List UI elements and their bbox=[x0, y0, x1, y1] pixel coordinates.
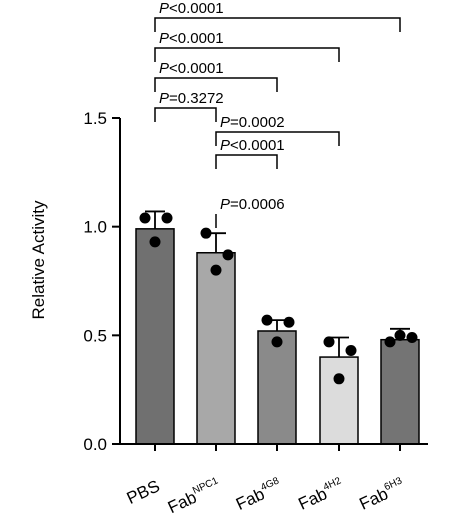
bar bbox=[196, 251, 236, 445]
y-tick-label: 1.5 bbox=[83, 109, 107, 128]
data-point bbox=[283, 316, 295, 328]
x-tick-label-text: Fab6H3 bbox=[356, 475, 408, 513]
bar bbox=[380, 338, 420, 445]
data-point bbox=[406, 332, 418, 344]
significance-bracket bbox=[215, 131, 340, 146]
bar bbox=[257, 330, 297, 445]
x-tick-label: Fab4G8 bbox=[233, 475, 286, 514]
data-point bbox=[333, 373, 345, 385]
data-point bbox=[271, 336, 283, 348]
x-tick-label-text: Fab4H2 bbox=[295, 475, 347, 513]
bar bbox=[319, 356, 359, 445]
x-tick-label: FabNPC1 bbox=[164, 475, 224, 517]
x-tick-label: Fab6H3 bbox=[356, 475, 408, 513]
significance-brackets: P=0.3272 P<0.0001 P<0.0001 P<0.0001 P=0.0006… bbox=[154, 0, 401, 228]
p-value-label: P<0.0001 bbox=[159, 60, 224, 77]
data-point bbox=[200, 227, 212, 239]
p-value-label: P<0.0001 bbox=[159, 0, 224, 17]
data-point bbox=[384, 336, 396, 348]
significance-bracket bbox=[154, 17, 401, 32]
x-tick-labels: PBS FabNPC1 Fab4G8 Fab4H2 Fab6H3 bbox=[124, 475, 408, 517]
data-point bbox=[222, 249, 234, 261]
significance-bracket bbox=[154, 77, 278, 92]
y-axis-title: Relative Activity bbox=[29, 200, 48, 320]
p-value-label: P<0.0001 bbox=[220, 137, 285, 154]
y-tick-label: 1.0 bbox=[83, 218, 107, 237]
data-point bbox=[323, 336, 335, 348]
x-tick-label-text: Fab4G8 bbox=[233, 475, 286, 514]
x-tick-label: Fab4H2 bbox=[295, 475, 347, 513]
significance-bracket bbox=[154, 47, 340, 62]
bars bbox=[135, 210, 420, 445]
y-tick-label: 0.5 bbox=[83, 326, 107, 345]
p-value-label: P=0.0002 bbox=[220, 114, 285, 131]
x-tick-label-text: PBS bbox=[124, 476, 163, 508]
axes: 0.0 0.5 1.0 1.5 bbox=[83, 109, 428, 454]
significance-bracket bbox=[154, 107, 217, 122]
p-value-label: P<0.0001 bbox=[159, 30, 224, 47]
data-point bbox=[161, 212, 173, 224]
bar bbox=[135, 228, 175, 445]
x-tick-label-text: FabNPC1 bbox=[164, 475, 224, 517]
p-value-label: P=0.3272 bbox=[159, 90, 224, 107]
data-point bbox=[139, 212, 151, 224]
x-tick-label: PBS bbox=[124, 476, 163, 508]
data-point bbox=[394, 329, 406, 341]
data-point bbox=[210, 264, 222, 276]
y-tick-label: 0.0 bbox=[83, 435, 107, 454]
data-point bbox=[261, 314, 273, 326]
p-value-label: P=0.0006 bbox=[220, 196, 285, 213]
data-point bbox=[149, 236, 161, 248]
significance-bracket bbox=[215, 154, 278, 169]
data-point bbox=[345, 345, 357, 357]
